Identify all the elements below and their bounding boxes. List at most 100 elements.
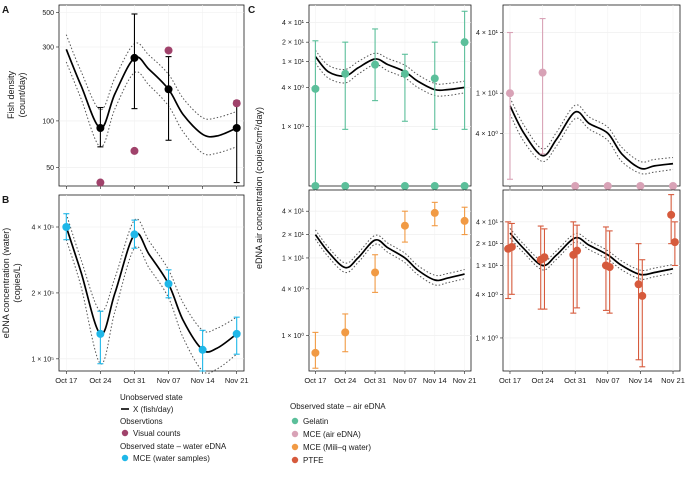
y-tick-label: 1 × 10¹	[282, 59, 305, 66]
panel-c-mce-water-frame	[308, 189, 472, 372]
ci-upper-line	[65, 213, 237, 333]
gelatin-point	[341, 182, 350, 190]
gelatin-point	[430, 74, 439, 83]
legend-air-marker-gelatin	[291, 417, 299, 425]
x-tick-label: Oct 17	[499, 376, 521, 385]
mce-water-samples-point	[232, 329, 241, 338]
legend-observations-item: Visual counts	[133, 429, 180, 438]
ptfe-point	[638, 291, 647, 300]
mce-mili-q-water-point	[341, 328, 350, 337]
panel-letter-b: B	[2, 195, 9, 206]
mce-water-samples-point	[96, 329, 105, 338]
x-tick-label: Nov 21	[225, 376, 249, 385]
latent-state-line	[314, 55, 465, 92]
y-tick-label: 300	[42, 44, 54, 51]
panel-a-ylabel-line1: Fish density	[6, 70, 16, 119]
x-tick-label: Oct 24	[89, 376, 111, 385]
gelatin-point	[311, 84, 320, 93]
y-tick-label: 1 × 10⁰	[282, 332, 305, 340]
mce-mili-q-water-point	[311, 348, 320, 357]
panel-b-water-edna: eDNA concentration (water) (copies/L) 1 …	[1, 194, 245, 374]
panel-a-plot: 50 100 300 500	[42, 5, 244, 189]
mce-air-edna-point	[603, 182, 612, 190]
mce-water-samples-point	[198, 345, 207, 354]
y-tick-label: 100	[42, 118, 54, 125]
mce-water-samples-point	[62, 222, 71, 231]
panel-b-ylabel-line2: (copies/L)	[12, 263, 22, 303]
mce-air-edna-point	[538, 68, 547, 77]
legend-air-marker-mce-water	[291, 443, 299, 451]
x-fish-day-point	[96, 123, 105, 132]
y-tick-label: 4 × 10¹	[476, 219, 499, 226]
panel-letter-a: A	[2, 5, 9, 16]
x-fish-day-point	[164, 85, 173, 94]
ci-upper-line	[509, 97, 674, 163]
legend-observations-marker	[121, 429, 129, 437]
ci-upper-line	[509, 228, 674, 272]
x-tick-label: Oct 24	[532, 376, 554, 385]
x-axis-labels-c-left: Oct 17 Oct 24 Oct 31 Nov 07 Nov 14 Nov 21	[304, 376, 476, 385]
ci-lower-line	[315, 62, 465, 97]
gelatin-point	[341, 69, 350, 78]
legend-water-marker	[121, 454, 129, 462]
x-fish-day-point	[130, 53, 139, 62]
latent-state-line	[65, 48, 238, 138]
legend-unobserved-item: X (fish/day)	[133, 405, 174, 414]
x-tick-label: Oct 17	[55, 376, 77, 385]
panel-b-plot: 1 × 10⁵ 2 × 10⁵ 4 × 10⁵	[31, 195, 244, 374]
ptfe-point	[540, 253, 549, 262]
ptfe-point	[605, 263, 614, 272]
y-tick-label: 500	[42, 10, 54, 17]
x-tick-label: Oct 31	[564, 376, 586, 385]
gelatin-point	[460, 38, 469, 47]
legend-left: Unobserved state X (fish/day) Observtion…	[120, 393, 227, 463]
ptfe-point	[573, 246, 582, 255]
panel-a-frame	[58, 4, 245, 187]
x-tick-label: Nov 07	[596, 376, 620, 385]
gelatin-point	[371, 60, 380, 69]
panel-c-mce-water: 1 × 10⁰ 4 × 10⁰ 1 × 10¹ 2 × 10¹ 4 × 10¹	[282, 189, 472, 374]
y-tick-label: 1 × 10¹	[282, 255, 305, 262]
gelatin-point	[430, 182, 439, 190]
legend-air: Observed state – air eDNA Gelatin MCE (a…	[290, 402, 386, 465]
panel-c-gelatin: 1 × 10⁰ 4 × 10⁰ 1 × 10¹ 2 × 10¹ 4 × 10¹	[282, 4, 472, 190]
gelatin-point	[400, 69, 409, 78]
mce-mili-q-water-point	[460, 216, 469, 225]
ptfe-point	[634, 280, 643, 289]
y-tick-label: 4 × 10⁰	[476, 291, 499, 299]
panel-c-mce-air-frame	[502, 4, 681, 187]
visual-counts-point	[130, 146, 139, 155]
panel-c-ptfe-frame	[502, 189, 681, 372]
legend-air-marker-mce-air	[291, 430, 299, 438]
legend-unobserved-title: Unobserved state	[120, 393, 183, 402]
ci-lower-line	[65, 61, 237, 156]
legend-water-title: Observed state – water eDNA	[120, 442, 227, 451]
y-tick-label: 4 × 10⁰	[282, 285, 305, 293]
ci-lower-line	[65, 239, 238, 374]
y-tick-label: 1 × 10⁵	[31, 356, 54, 363]
ci-lower-line	[509, 237, 674, 280]
mce-mili-q-water-point	[430, 208, 439, 217]
x-tick-label: Nov 07	[157, 376, 181, 385]
y-tick-label: 4 × 10¹	[476, 30, 499, 37]
gelatin-point	[460, 182, 469, 190]
x-tick-label: Nov 21	[661, 376, 685, 385]
mce-air-edna-point	[571, 182, 580, 190]
visual-counts-point	[96, 178, 105, 187]
panel-c-gelatin-plot: 1 × 10⁰ 4 × 10⁰ 1 × 10¹ 2 × 10¹ 4 × 10¹	[282, 5, 471, 190]
x-tick-label: Oct 31	[123, 376, 145, 385]
x-axis-labels-c-right: Oct 17 Oct 24 Oct 31 Nov 07 Nov 14 Nov 21	[499, 376, 685, 385]
y-tick-label: 4 × 10⁰	[476, 130, 499, 138]
legend-air-item-mce-air: MCE (air eDNA)	[303, 430, 361, 439]
y-tick-label: 2 × 10⁵	[31, 290, 54, 297]
ptfe-point	[670, 238, 679, 247]
legend-air-item-ptfe: PTFE	[303, 456, 323, 465]
gelatin-point	[400, 182, 409, 190]
mce-water-samples-point	[164, 279, 173, 288]
mce-mili-q-water-point	[400, 221, 409, 230]
x-fish-day-point	[232, 123, 241, 132]
x-tick-label: Nov 14	[423, 376, 447, 385]
latent-state-line	[314, 234, 465, 282]
panel-a-fish-density: Fish density (count/day) 50 100 300 500	[6, 4, 245, 189]
